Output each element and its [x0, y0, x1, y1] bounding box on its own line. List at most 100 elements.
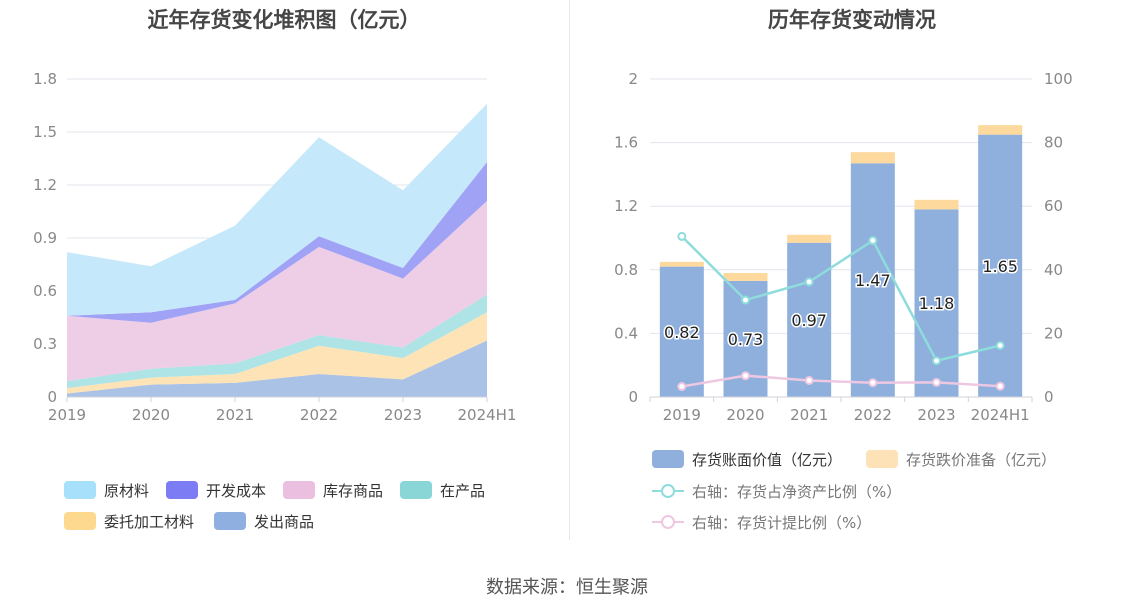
area-series-发出商品 — [67, 340, 487, 397]
legend-line-marker-icon — [652, 515, 684, 529]
legend-item-impairment-provision[interactable]: 存货跌价准备（亿元） — [866, 448, 1056, 470]
bar-segment-1 — [914, 199, 959, 210]
legend-swatch — [64, 481, 96, 499]
line-point — [868, 378, 878, 388]
y-tick-label: 1.5 — [33, 123, 57, 141]
y-tick-label: 0.4 — [614, 324, 638, 342]
y2-tick-label: 20 — [1044, 324, 1063, 342]
line-point — [741, 371, 750, 381]
y2-tick-label: 100 — [1044, 70, 1073, 88]
left-chart-title: 近年存货变化堆积图（亿元） — [147, 8, 421, 32]
legend-label: 右轴：存货计提比例（%） — [692, 513, 872, 532]
y-tick-label: 1.2 — [33, 176, 57, 194]
legend-swatch — [652, 450, 684, 468]
bar-segment-0 — [978, 134, 1023, 397]
y-tick-label: 0 — [47, 388, 57, 406]
line-point — [677, 382, 687, 392]
y2-tick-label: 60 — [1044, 197, 1063, 215]
line-series — [680, 235, 1001, 363]
bar-data-label: 0.73 — [728, 330, 764, 349]
legend-item-work-in-progress[interactable]: 在产品 — [400, 479, 485, 501]
x-tick-label: 2019 — [663, 406, 701, 424]
panel-divider — [569, 0, 570, 540]
legend-swatch — [166, 481, 198, 499]
bar-segment-1 — [978, 125, 1023, 135]
bar-data-label: 1.65 — [982, 257, 1018, 276]
legend-item-raw-materials[interactable]: 原材料 — [64, 479, 149, 501]
bar-segment-0 — [914, 209, 959, 397]
legend-item-development-cost[interactable]: 开发成本 — [166, 479, 266, 501]
x-tick-label: 2022 — [300, 406, 338, 424]
line-point — [804, 277, 814, 287]
x-tick-label: 2024H1 — [458, 406, 517, 424]
area-series-在产品 — [67, 294, 487, 389]
bar-data-label: 0.82 — [664, 323, 700, 342]
x-tick-label: 2021 — [216, 406, 254, 424]
bar-segment-1 — [850, 152, 895, 164]
legend-label: 库存商品 — [323, 481, 384, 500]
line-point — [741, 295, 750, 305]
area-series-库存商品 — [67, 200, 487, 382]
x-tick-label: 2019 — [48, 406, 86, 424]
y2-tick-label: 80 — [1044, 134, 1063, 152]
y2-tick-label: 40 — [1044, 261, 1063, 279]
y-tick-label: 0 — [628, 388, 638, 406]
bar-segment-1 — [659, 261, 704, 267]
left-stacked-area-chart: 0 0.3 0.6 0.9 1.2 1.5 1.8 2019 2020 2021 2022 2023 2… — [33, 70, 517, 424]
x-tick-label: 2022 — [854, 406, 892, 424]
bar-segment-1 — [723, 272, 768, 281]
legend-item-inventory-to-net-assets[interactable]: 右轴：存货占净资产比例（%） — [652, 480, 901, 502]
y-tick-label: 0.6 — [33, 282, 57, 300]
legend-item-stock-goods[interactable]: 库存商品 — [283, 479, 383, 501]
legend-label: 发出商品 — [254, 512, 315, 531]
legend-swatch — [214, 512, 246, 530]
area-series-委托加工材料 — [67, 312, 487, 394]
line-point — [804, 375, 814, 385]
legend-item-goods-shipped[interactable]: 发出商品 — [214, 510, 314, 532]
bar-segment-0 — [659, 266, 704, 397]
bar-segment-1 — [787, 234, 832, 243]
x-tick-label: 2023 — [917, 406, 955, 424]
y2-tick-label: 0 — [1044, 388, 1054, 406]
legend-label: 存货账面价值（亿元） — [692, 450, 843, 469]
y-tick-label: 1.2 — [614, 197, 638, 215]
line-point — [677, 231, 687, 241]
legend-label: 开发成本 — [206, 481, 267, 500]
line-point — [932, 356, 941, 366]
line-point — [868, 236, 878, 246]
bar-data-label: 1.47 — [855, 271, 891, 290]
legend-swatch — [283, 481, 315, 499]
legend-label: 委托加工材料 — [104, 512, 195, 531]
y-tick-label: 0.9 — [33, 229, 57, 247]
y-tick-label: 1.8 — [33, 70, 57, 88]
y-tick-label: 0.3 — [33, 335, 57, 353]
legend-swatch — [64, 512, 96, 530]
x-tick-label: 2024H1 — [971, 406, 1030, 424]
legend-label: 存货跌价准备（亿元） — [906, 450, 1057, 469]
line-point — [995, 340, 1005, 350]
y-tick-label: 1.6 — [614, 134, 638, 152]
y-tick-label: 2 — [628, 70, 638, 88]
legend-label: 原材料 — [104, 481, 150, 500]
legend-item-provision-ratio[interactable]: 右轴：存货计提比例（%） — [652, 511, 871, 533]
bar-segment-0 — [850, 163, 895, 397]
legend-swatch — [866, 450, 898, 468]
right-chart-title: 历年存货变动情况 — [768, 8, 936, 32]
x-tick-label: 2020 — [132, 406, 170, 424]
line-point — [932, 377, 941, 387]
bar-segment-0 — [787, 242, 832, 397]
legend-label: 在产品 — [440, 481, 486, 500]
legend-item-book-value[interactable]: 存货账面价值（亿元） — [652, 448, 842, 470]
legend-swatch — [400, 481, 432, 499]
bar-data-label: 1.18 — [919, 294, 955, 313]
line-point — [995, 381, 1005, 391]
x-tick-label: 2023 — [384, 406, 422, 424]
data-source-footer: 数据来源：恒生聚源 — [486, 577, 648, 598]
legend-line-marker-icon — [652, 484, 684, 498]
x-tick-label: 2020 — [726, 406, 764, 424]
legend-label: 右轴：存货占净资产比例（%） — [692, 482, 902, 501]
y-tick-label: 0.8 — [614, 261, 638, 279]
legend-item-consigned-materials[interactable]: 委托加工材料 — [64, 510, 194, 532]
bar-data-label: 0.97 — [791, 311, 827, 330]
